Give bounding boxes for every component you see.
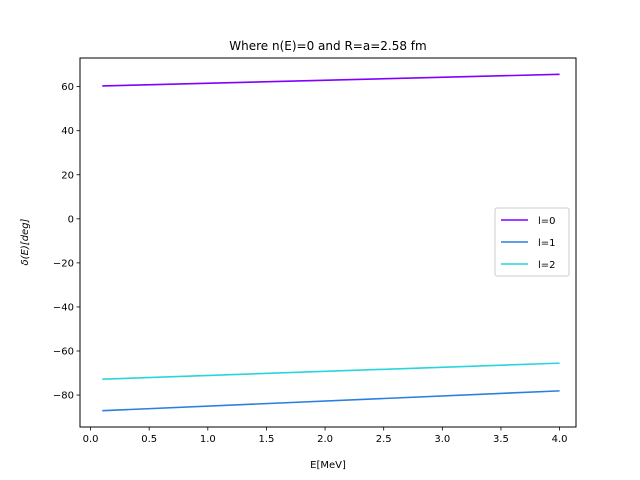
y-tick-label: −40	[53, 302, 74, 313]
legend-box	[494, 207, 570, 277]
y-axis: −80 −60 −40 −20 0 20 40 60	[53, 82, 80, 402]
x-tick-label: 2.5	[376, 434, 392, 445]
x-tick-label: 0.0	[83, 434, 99, 445]
y-tick-label: 20	[61, 170, 74, 181]
y-tick-label: −80	[53, 391, 74, 402]
x-tick-label: 4.0	[552, 434, 568, 445]
x-tick-label: 1.0	[200, 434, 216, 445]
legend-label: l=2	[538, 260, 556, 271]
series-line-1	[102, 390, 560, 412]
plot-frame	[79, 57, 577, 428]
y-tick-label: −60	[53, 346, 74, 357]
x-tick-label: 3.0	[434, 434, 450, 445]
legend-label: l=0	[538, 216, 556, 227]
series-layer	[102, 73, 560, 412]
y-tick-label: 60	[61, 82, 74, 93]
x-tick-label: 3.5	[493, 434, 509, 445]
y-tick-label: 0	[68, 214, 74, 225]
series-line-2	[102, 362, 560, 380]
x-axis: 0.0 0.5 1.0 1.5 2.0 2.5 3.0 3.5 4.0	[83, 427, 568, 445]
x-tick-label: 1.5	[258, 434, 274, 445]
plot-area	[79, 57, 577, 428]
y-tick-label: −20	[53, 258, 74, 269]
y-tick-label: 40	[61, 126, 74, 137]
x-axis-label: E[MeV]	[310, 460, 346, 471]
series-line-0	[102, 73, 560, 87]
chart-title: Where n(E)=0 and R=a=2.58 fm	[229, 39, 426, 53]
y-axis-label: δ(E)[deg]	[20, 218, 31, 265]
legend-label: l=1	[538, 238, 556, 249]
legend: l=0 l=1 l=2	[494, 207, 570, 277]
x-tick-label: 0.5	[141, 434, 157, 445]
x-tick-label: 2.0	[317, 434, 333, 445]
